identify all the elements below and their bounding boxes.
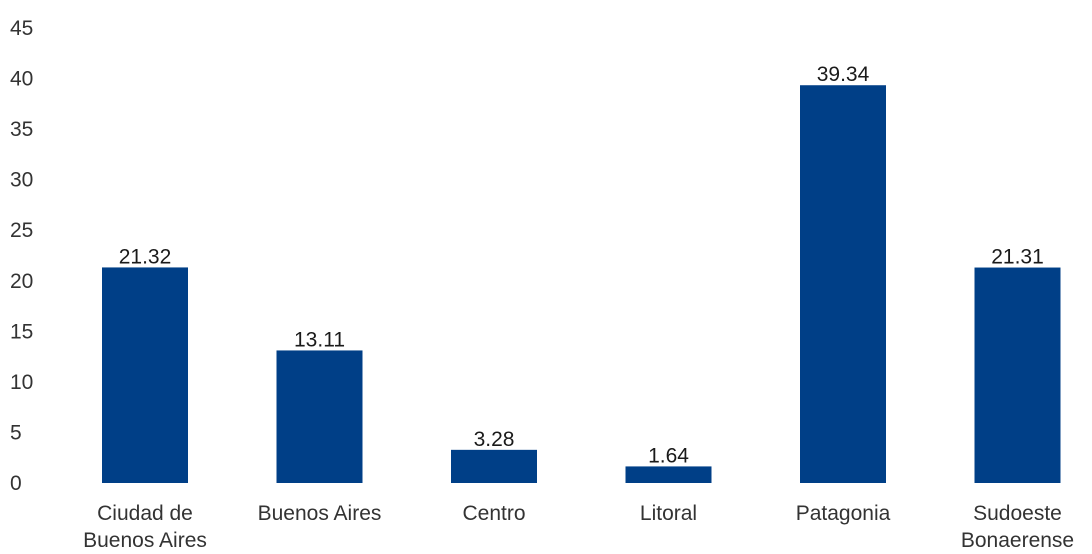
x-category-label: Litoral	[640, 502, 697, 525]
y-axis: 0 5 10 15 20 25 30 35 40 45	[10, 17, 33, 495]
x-axis: Ciudad de Buenos Aires Buenos Aires Centro L…	[83, 502, 1074, 552]
data-labels: 21.32 13.11 3.28 1.64 39.34 21.31	[119, 63, 1044, 467]
y-tick-label: 20	[10, 270, 33, 293]
bar-value-label: 39.34	[817, 63, 870, 86]
y-tick-label: 35	[10, 118, 33, 141]
bar-value-label: 3.28	[474, 428, 515, 451]
x-category-label: Centro	[462, 502, 525, 525]
bar	[974, 267, 1061, 483]
bar-value-label: 13.11	[294, 328, 345, 351]
bar-value-label: 21.31	[991, 246, 1044, 269]
x-category-label: Bonaerense	[961, 529, 1074, 552]
bar	[276, 350, 363, 483]
bar	[102, 267, 188, 483]
x-category-label: Patagonia	[796, 502, 891, 525]
x-category-label: Buenos Aires	[83, 529, 207, 552]
y-tick-label: 0	[10, 472, 22, 495]
bar	[625, 466, 712, 483]
bar	[800, 85, 886, 484]
y-tick-label: 30	[10, 169, 33, 192]
bar-value-label: 1.64	[648, 444, 689, 467]
bar	[451, 449, 537, 483]
x-category-label: Ciudad de	[97, 502, 193, 525]
y-tick-label: 15	[10, 320, 33, 343]
bar-value-label: 21.32	[119, 245, 172, 268]
x-category-label: Sudoeste	[973, 502, 1062, 525]
y-tick-label: 10	[10, 371, 33, 394]
y-tick-label: 40	[10, 68, 33, 91]
x-category-label: Buenos Aires	[258, 502, 382, 525]
y-tick-label: 5	[10, 421, 22, 444]
y-tick-label: 45	[10, 17, 33, 40]
y-tick-label: 25	[10, 219, 33, 242]
bars	[102, 85, 1061, 484]
